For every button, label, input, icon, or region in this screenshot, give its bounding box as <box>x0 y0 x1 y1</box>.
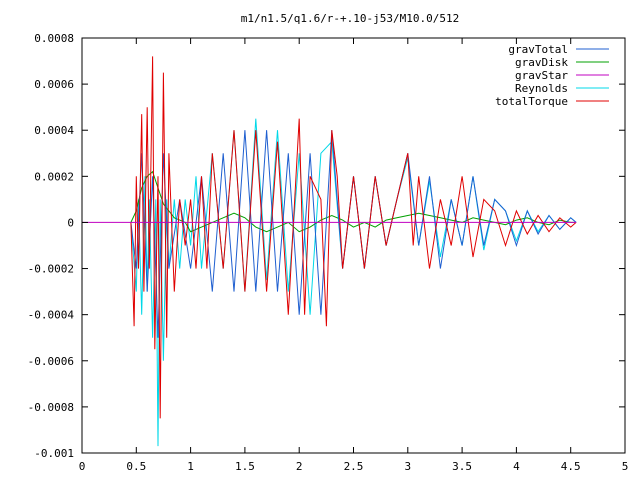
series-line-gravTotal <box>130 130 577 338</box>
y-tick-label: 0 <box>67 216 74 229</box>
legend: gravTotalgravDiskgravStarReynoldstotalTo… <box>495 43 609 108</box>
x-tick-label: 0 <box>79 460 86 473</box>
y-tick-label: 0.0002 <box>34 170 74 183</box>
legend-label: gravDisk <box>515 56 568 69</box>
plot-area <box>82 56 577 447</box>
x-tick-label: 1.5 <box>235 460 255 473</box>
y-tick-label: 0.0008 <box>34 32 74 45</box>
legend-label: Reynolds <box>515 82 568 95</box>
x-tick-label: 2 <box>296 460 303 473</box>
x-tick-label: 5 <box>622 460 629 473</box>
chart-title: m1/n1.5/q1.6/r-+.10-j53/M10.0/512 <box>241 12 460 25</box>
legend-label: gravTotal <box>508 43 568 56</box>
y-tick-label: -0.0002 <box>28 263 74 276</box>
x-tick-label: 3.5 <box>452 460 472 473</box>
series-line-totalTorque <box>130 56 577 419</box>
y-tick-label: 0.0004 <box>34 124 74 137</box>
x-tick-label: 3 <box>404 460 411 473</box>
y-tick-label: -0.0004 <box>28 309 75 322</box>
x-tick-label: 2.5 <box>344 460 364 473</box>
y-tick-label: -0.0006 <box>28 355 74 368</box>
legend-label: totalTorque <box>495 95 568 108</box>
x-tick-label: 4 <box>513 460 520 473</box>
series-line-Reynolds <box>130 118 577 447</box>
y-tick-label: 0.0006 <box>34 78 74 91</box>
y-tick-label: -0.001 <box>34 447 74 460</box>
x-tick-label: 0.5 <box>126 460 146 473</box>
x-tick-label: 4.5 <box>561 460 581 473</box>
y-tick-label: -0.0008 <box>28 401 74 414</box>
legend-label: gravStar <box>515 69 568 82</box>
x-tick-label: 1 <box>187 460 194 473</box>
axes: 0.0008 0.0006 0.0004 0.0002 0 -0.0002 -0.0004 -… <box>28 32 629 473</box>
